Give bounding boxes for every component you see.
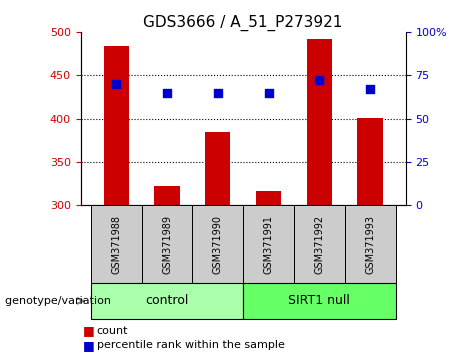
Text: SIRT1 null: SIRT1 null	[289, 295, 350, 307]
Bar	[345, 205, 396, 283]
Bar	[104, 46, 129, 205]
Text: GSM371989: GSM371989	[162, 215, 172, 274]
Point	[163, 90, 171, 96]
Bar	[142, 205, 192, 283]
Bar	[357, 118, 383, 205]
Bar	[294, 205, 345, 283]
Title: GDS3666 / A_51_P273921: GDS3666 / A_51_P273921	[143, 14, 343, 30]
Bar	[91, 283, 243, 319]
Bar	[91, 205, 142, 283]
Bar	[205, 132, 230, 205]
Point	[265, 90, 272, 96]
Text: ■: ■	[83, 325, 99, 337]
Text: ■: ■	[83, 339, 99, 352]
Bar	[307, 39, 332, 205]
Text: control: control	[145, 295, 189, 307]
Point	[366, 86, 374, 92]
Bar	[154, 186, 180, 205]
Point	[214, 90, 221, 96]
Text: GSM371990: GSM371990	[213, 215, 223, 274]
Bar	[243, 205, 294, 283]
Text: percentile rank within the sample: percentile rank within the sample	[97, 340, 285, 350]
Text: GSM371993: GSM371993	[365, 215, 375, 274]
Bar	[256, 192, 281, 205]
Bar	[192, 205, 243, 283]
Text: genotype/variation: genotype/variation	[5, 296, 114, 306]
Text: GSM371992: GSM371992	[314, 215, 325, 274]
Bar	[243, 283, 396, 319]
Point	[112, 81, 120, 87]
Text: count: count	[97, 326, 128, 336]
Point	[316, 78, 323, 83]
Text: GSM371991: GSM371991	[264, 215, 273, 274]
Text: GSM371988: GSM371988	[111, 215, 121, 274]
